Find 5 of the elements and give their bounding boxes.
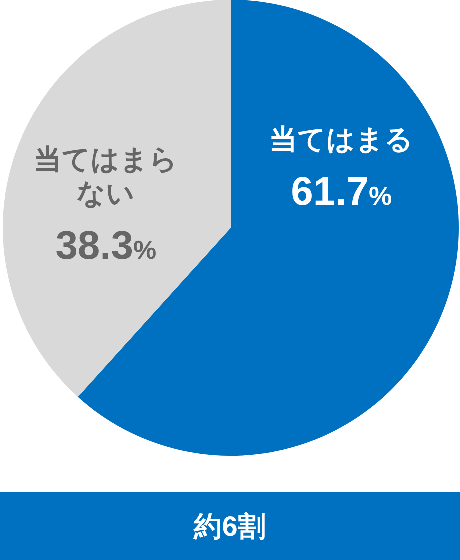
text: 約6割 xyxy=(193,511,266,542)
data-label: 38.3% xyxy=(56,224,157,268)
slice-label: 当てはまる xyxy=(270,124,414,156)
data-label: 61.7% xyxy=(291,170,392,214)
slice-label: 当てはまらない xyxy=(34,144,178,210)
